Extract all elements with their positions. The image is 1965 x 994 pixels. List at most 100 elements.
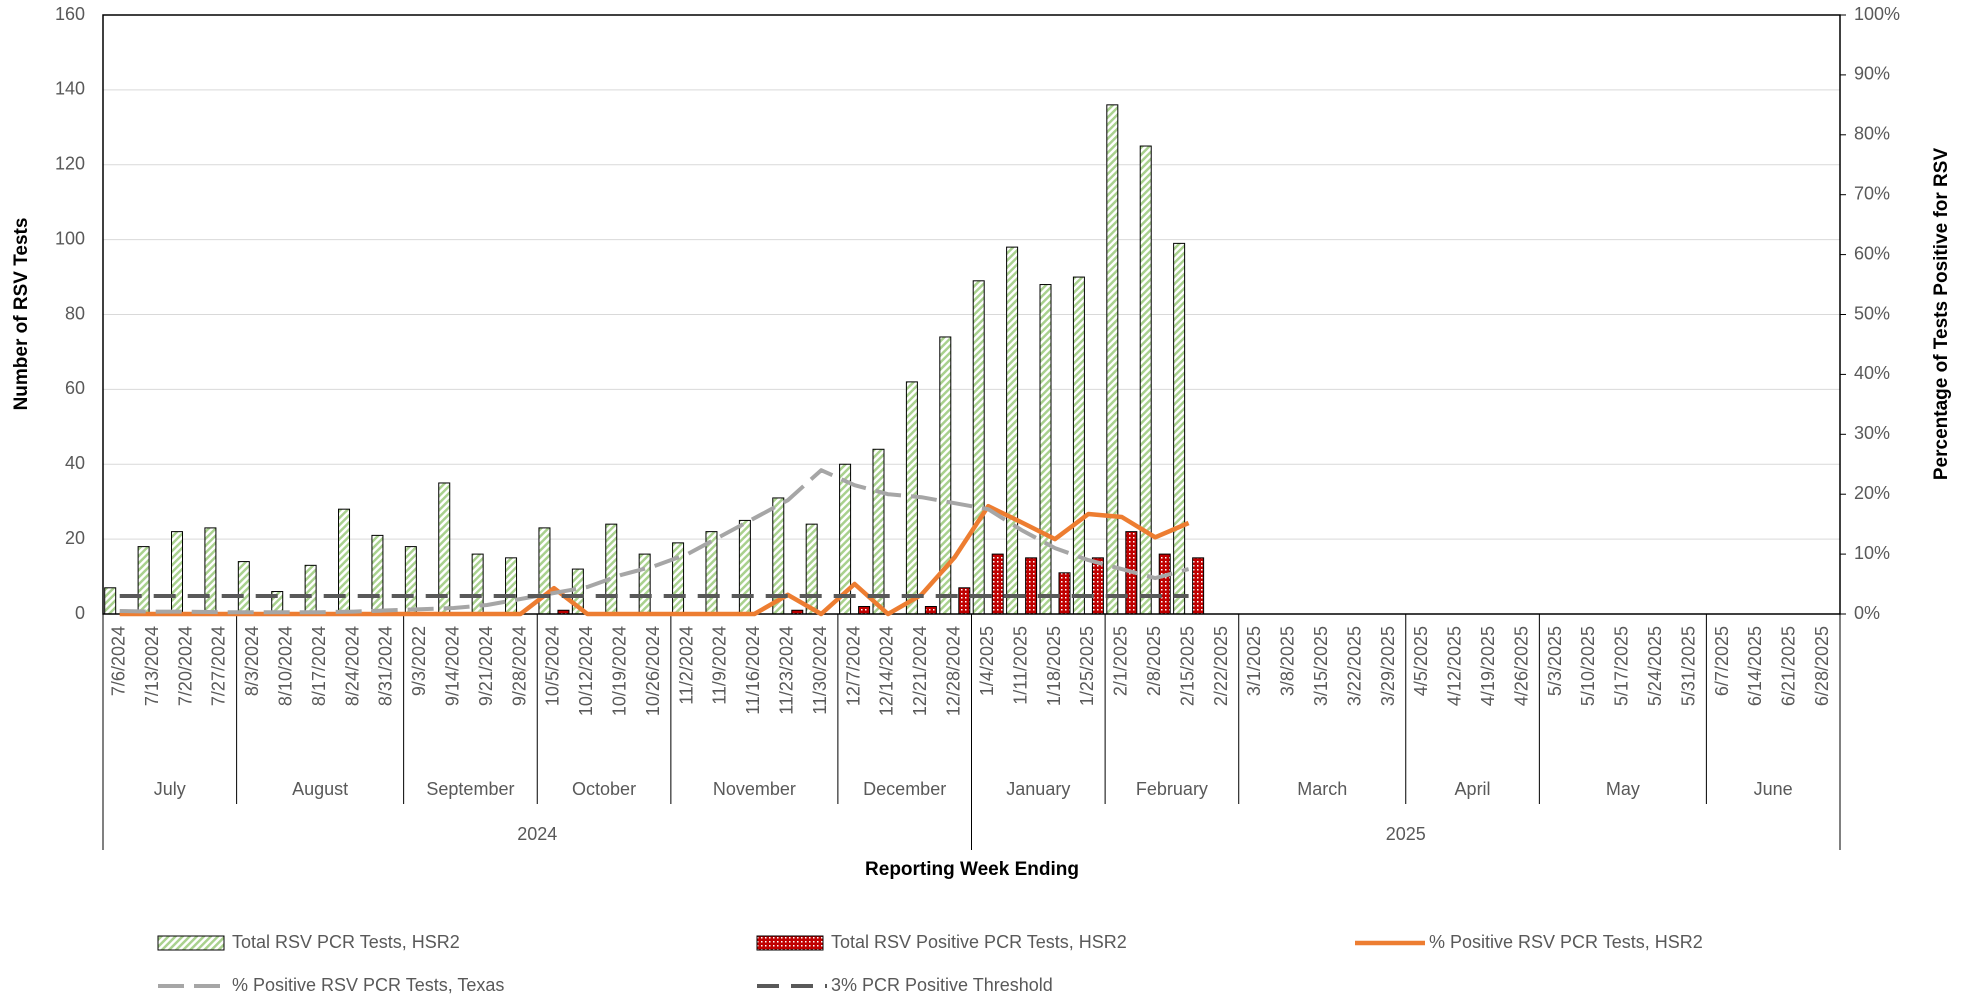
- bar: [672, 542, 685, 615]
- bar: [991, 553, 1004, 615]
- x-tick-label: 7/27/2024: [209, 626, 229, 706]
- bar: [805, 523, 818, 615]
- plot-frame: [102, 14, 1841, 615]
- x-tick-label: 9/28/2024: [509, 626, 529, 706]
- y-axis-title: Number of RSV Tests: [11, 218, 32, 411]
- legend-label: % Positive RSV PCR Tests, Texas: [232, 975, 504, 994]
- y-tick-label: 40: [65, 453, 85, 473]
- y-tick-label: 20: [65, 528, 85, 548]
- x-tick-label: 3/8/2025: [1278, 626, 1298, 696]
- y2-axis-title: Percentage of Tests Positive for RSV: [1931, 148, 1952, 481]
- x-tick-label: 11/23/2024: [777, 626, 797, 715]
- y2-tick-label: 40%: [1854, 363, 1890, 383]
- x-tick-label: 1/25/2025: [1077, 626, 1097, 706]
- legend-label: % Positive RSV PCR Tests, HSR2: [1429, 932, 1703, 952]
- legend-label: Total RSV PCR Tests, HSR2: [232, 932, 460, 952]
- y2-tick-label: 90%: [1854, 64, 1890, 84]
- x-tick-label: 9/21/2024: [476, 626, 496, 706]
- months-label: December: [863, 779, 946, 799]
- x-tick-label: 11/9/2024: [710, 626, 730, 705]
- x-tick-label: 1/18/2025: [1044, 626, 1064, 706]
- x-tick-label: 6/7/2025: [1712, 626, 1732, 696]
- x-tick-label: 1/11/2025: [1010, 626, 1030, 705]
- months-label: May: [1606, 779, 1640, 799]
- bar: [972, 280, 985, 615]
- years-label: 2025: [1386, 824, 1426, 844]
- y-tick-label: 100: [55, 228, 85, 248]
- legend-swatch: [157, 935, 225, 951]
- bar: [171, 531, 184, 615]
- months-label: February: [1136, 779, 1208, 799]
- bar: [1173, 242, 1186, 615]
- x-tick-label: 7/13/2024: [142, 626, 162, 706]
- legend-label: Total RSV Positive PCR Tests, HSR2: [831, 932, 1127, 952]
- bar: [371, 534, 384, 615]
- bar: [1072, 276, 1085, 615]
- line-series: [119, 503, 1190, 617]
- bar: [204, 527, 217, 615]
- bar: [924, 606, 937, 615]
- x-tick-label: 8/31/2024: [376, 626, 396, 706]
- x-tick-label: 10/12/2024: [576, 626, 596, 716]
- y2-tick-label: 80%: [1854, 124, 1890, 144]
- months-label: September: [426, 779, 514, 799]
- x-tick-label: 8/24/2024: [342, 626, 362, 706]
- bar: [1158, 553, 1171, 615]
- bar: [1039, 284, 1052, 615]
- months-label: January: [1006, 779, 1070, 799]
- y-tick-label: 140: [55, 79, 85, 99]
- bar: [104, 587, 117, 615]
- y2-tick-label: 60%: [1854, 243, 1890, 263]
- bar: [872, 448, 885, 615]
- y-tick-label: 120: [55, 154, 85, 174]
- y2-tick-label: 0%: [1854, 603, 1880, 623]
- y-tick-label: 80: [65, 303, 85, 323]
- x-tick-label: 4/5/2025: [1411, 626, 1431, 696]
- x-tick-label: 3/15/2025: [1311, 626, 1331, 706]
- bar: [1106, 104, 1119, 615]
- months-label: April: [1455, 779, 1491, 799]
- x-tick-label: 4/19/2025: [1478, 626, 1498, 706]
- x-tick-label: 8/3/2024: [242, 626, 262, 696]
- x-tick-label: 5/10/2025: [1578, 626, 1598, 706]
- bar: [1091, 557, 1104, 615]
- x-tick-label: 12/21/2024: [910, 626, 930, 716]
- bar: [137, 546, 150, 615]
- y-tick-label: 0: [75, 603, 85, 623]
- x-tick-label: 4/12/2025: [1445, 626, 1465, 706]
- x-tick-label: 5/31/2025: [1678, 626, 1698, 706]
- bar: [304, 564, 317, 615]
- months-label: October: [572, 779, 636, 799]
- x-tick-label: 9/14/2024: [442, 626, 462, 706]
- bar: [404, 546, 417, 615]
- bar: [1006, 246, 1019, 615]
- x-tick-label: 8/17/2024: [309, 626, 329, 706]
- months-label: November: [713, 779, 796, 799]
- x-tick-label: 12/28/2024: [944, 626, 964, 716]
- y-tick-label: 60: [65, 378, 85, 398]
- x-tick-label: 5/24/2025: [1645, 626, 1665, 706]
- x-tick-label: 4/26/2025: [1511, 626, 1531, 706]
- x-tick-label: 2/22/2025: [1211, 626, 1231, 706]
- x-tick-label: 3/22/2025: [1344, 626, 1364, 706]
- y-tick-label: 160: [55, 4, 85, 24]
- y2-tick-label: 20%: [1854, 483, 1890, 503]
- legend-label: 3% PCR Positive Threshold: [831, 975, 1053, 994]
- bar: [638, 553, 651, 615]
- x-tick-label: 2/15/2025: [1177, 626, 1197, 706]
- months-label: March: [1297, 779, 1347, 799]
- x-tick-label: 11/2/2024: [676, 626, 696, 705]
- x-tick-label: 5/3/2025: [1545, 626, 1565, 696]
- months-label: July: [154, 779, 186, 799]
- x-tick-label: 3/29/2025: [1378, 626, 1398, 706]
- bar: [505, 557, 518, 615]
- y2-tick-label: 50%: [1854, 303, 1890, 323]
- x-tick-label: 5/17/2025: [1612, 626, 1632, 706]
- x-tick-label: 7/20/2024: [175, 626, 195, 706]
- x-axis-title: Reporting Week Ending: [865, 859, 1079, 880]
- bar: [958, 587, 971, 615]
- bar: [858, 606, 871, 615]
- x-tick-label: 11/30/2024: [810, 626, 830, 715]
- bar: [1058, 572, 1071, 615]
- bar: [1139, 145, 1152, 615]
